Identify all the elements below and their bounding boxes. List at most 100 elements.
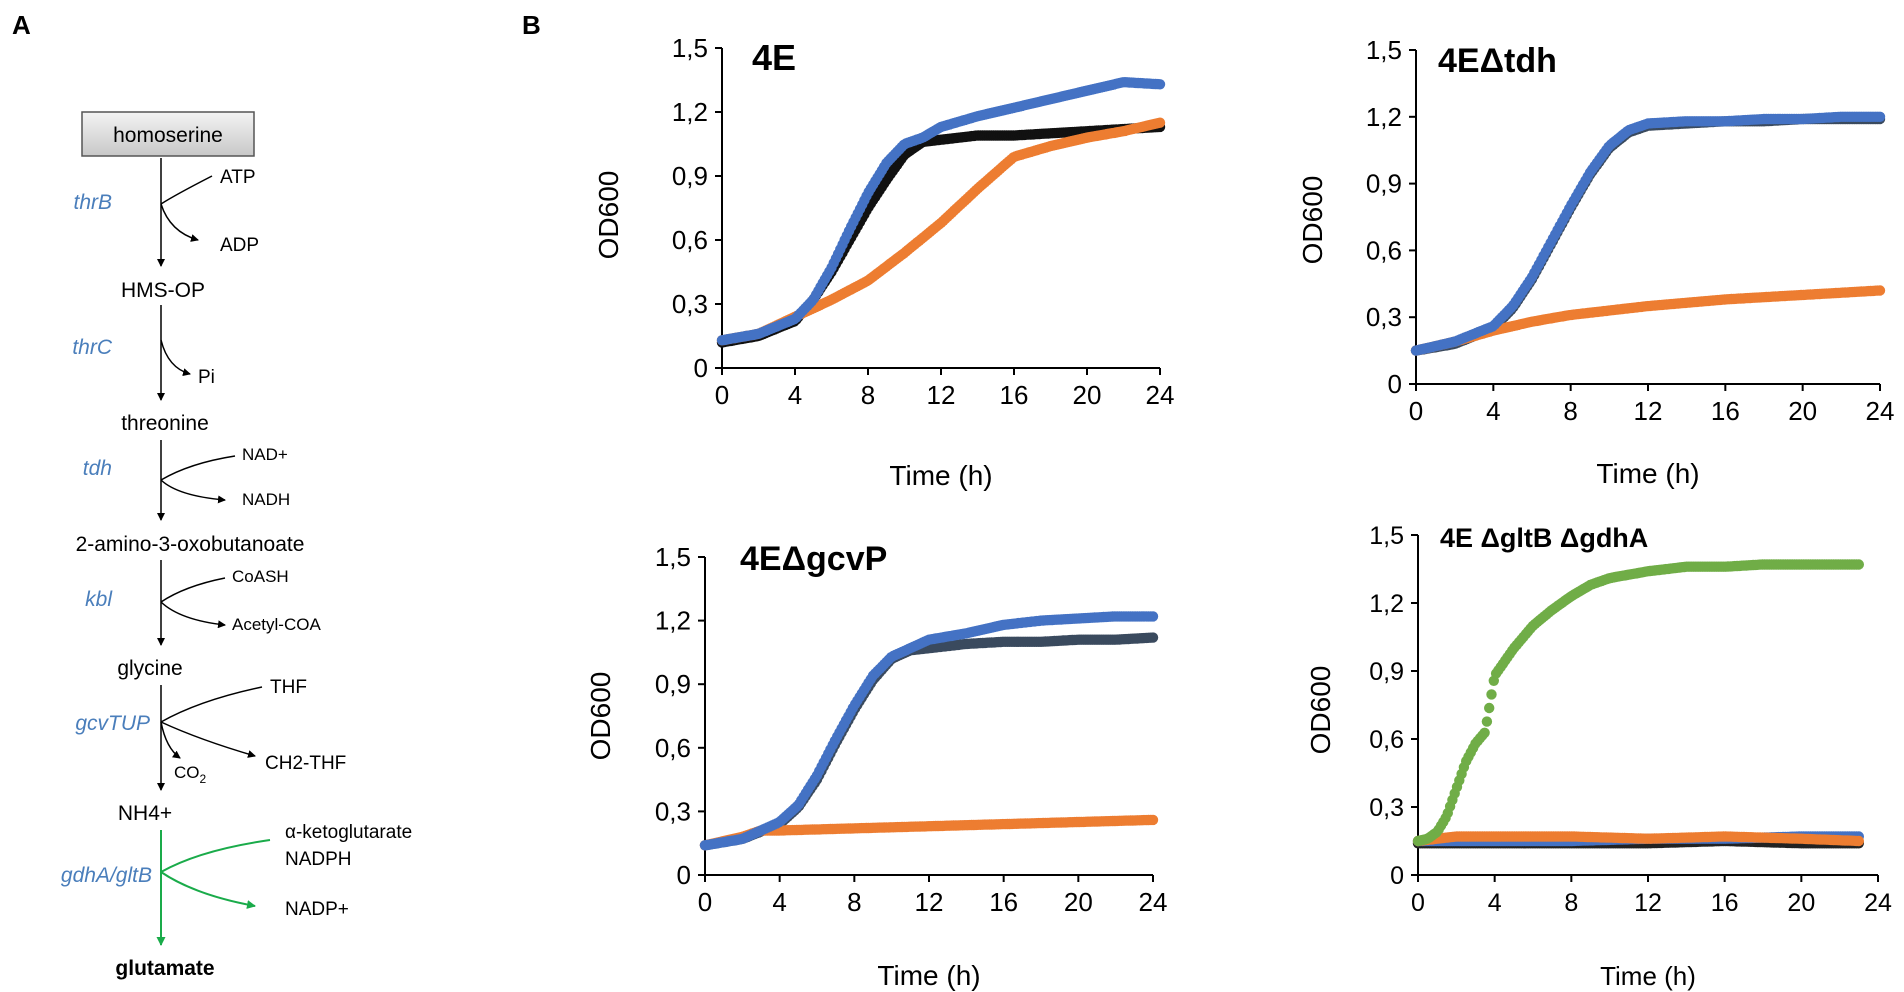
data-point [1821,288,1832,299]
data-point [1652,120,1663,131]
data-point [1127,611,1139,622]
data-point [1663,299,1675,310]
data-point [865,822,876,834]
data-point [1523,626,1534,637]
data-point [1725,836,1736,847]
data-point [1754,559,1766,570]
data-point [1422,343,1433,354]
data-point [843,236,855,247]
data-point [1734,833,1745,844]
data-point [1833,559,1844,570]
data-point [1736,836,1747,847]
data-point [1733,293,1744,304]
data-point [1536,838,1548,849]
data-point [1005,103,1017,114]
data-point [1012,130,1023,141]
data-point [1594,832,1605,843]
data-point [870,191,881,203]
data-point [726,835,738,846]
data-point [1659,119,1670,130]
data-point [791,824,802,836]
data-point [1438,838,1449,849]
data-point [1447,835,1458,847]
x-axis-label: Time (h) [877,960,980,991]
data-point [1438,816,1449,828]
data-point [1725,833,1736,844]
data-point [1022,636,1033,647]
data-point [1474,835,1486,847]
data-point [1679,837,1690,848]
data-point [1830,834,1842,846]
data-point [1030,97,1041,109]
data-point [1619,128,1631,139]
data-point [1594,306,1605,317]
data-point [1115,77,1126,89]
data-point [1015,818,1026,829]
data-point [808,302,820,314]
y-tick-label: 0 [677,860,691,890]
data-point [747,331,758,343]
data-point [1053,817,1065,828]
data-point [1752,832,1764,843]
intermediate-nh4: NH4+ [118,802,172,825]
data-point [1002,636,1013,647]
data-point [1635,301,1647,313]
data-point [722,836,733,847]
data-point [1647,120,1658,131]
data-point [1547,233,1559,244]
data-point [1689,117,1700,129]
data-point [1129,611,1141,622]
data-point [1044,614,1056,626]
data-point [832,248,844,260]
data-point [1810,834,1821,845]
data-point [1435,838,1447,849]
data-point [1529,831,1541,842]
data-point [892,648,903,660]
data-point [856,822,867,834]
data-point [1132,123,1144,134]
data-point [1552,838,1564,849]
data-point [1612,838,1624,849]
data-point [1031,636,1042,647]
data-point [1040,128,1052,139]
data-point [738,331,750,342]
data-point [1519,282,1531,293]
data-point [740,832,751,843]
data-point [1666,298,1677,310]
data-point [1137,78,1148,89]
data-point [948,630,959,641]
data-point [1741,831,1752,843]
data-point [914,638,926,649]
data-point [1775,115,1786,126]
data-point [1468,330,1480,342]
data-point [1522,281,1533,292]
data-point [1076,816,1087,828]
data-point [789,314,800,325]
data-point [1477,835,1488,847]
data-point [885,654,897,665]
data-point [1044,636,1056,647]
data-point [863,677,874,688]
data-point [968,638,979,649]
data-point [1814,559,1826,570]
data-point [1139,122,1150,133]
data-point [1696,117,1707,128]
data-point [1706,831,1718,842]
data-point [1141,814,1152,826]
data-point [1419,838,1431,849]
data-point [920,136,931,147]
data-point [1659,117,1670,128]
data-point [784,315,796,327]
data-point [1626,833,1637,844]
data-point [1564,838,1575,849]
data-point [926,821,937,832]
data-point [1089,816,1101,827]
data-point [912,639,923,650]
data-point [738,331,750,342]
data-point [959,195,971,206]
data-point [1086,131,1098,142]
data-point [776,817,787,828]
data-point [1640,119,1651,130]
data-point [861,190,872,202]
data-point [1731,560,1743,572]
